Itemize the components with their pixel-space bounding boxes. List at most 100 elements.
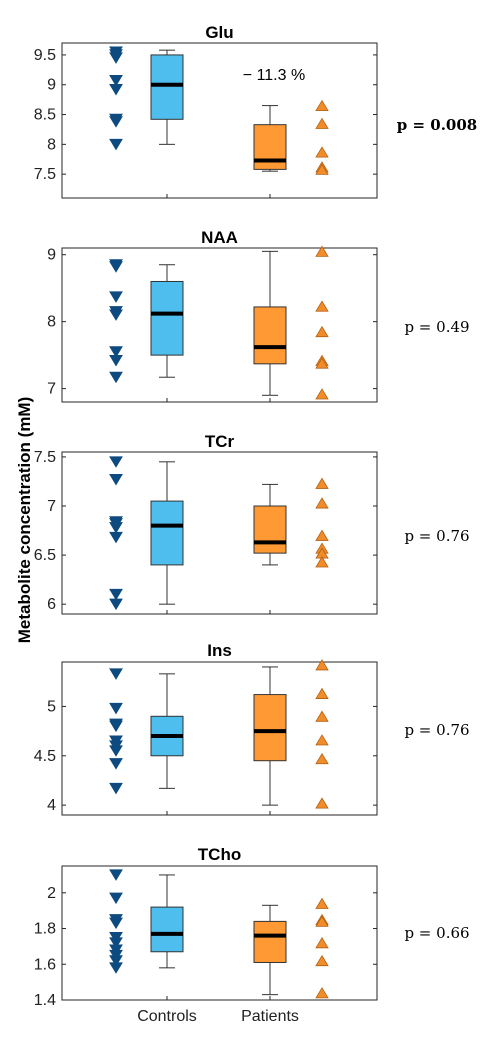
point-glu-patients-4 <box>315 163 329 175</box>
box-naa-controls <box>150 280 184 356</box>
point-glu-controls-4 <box>109 84 123 96</box>
panels: Glu 7.5 8 8.5 9 9.5 − 11.3 % p = 0.008 NAA 7 8 9 p =… <box>34 23 477 1009</box>
panel-tcr: TCr 6 6.5 7 7.5 p = 0.76 <box>34 432 470 615</box>
point-naa-controls-6 <box>109 354 123 367</box>
point-ins-patients-1 <box>315 687 329 699</box>
point-naa-patients-0 <box>315 245 329 257</box>
point-ins-controls-3 <box>109 720 123 733</box>
box-ins-patients <box>253 694 287 762</box>
panel-frame-tcho <box>61 865 378 1001</box>
panel-frame-tcr <box>61 451 378 615</box>
point-tcr-controls-4 <box>109 522 123 534</box>
ytick-label-glu-0: 7.5 <box>34 166 56 183</box>
point-ins-controls-1 <box>109 702 123 715</box>
point-tcho-controls-8 <box>109 955 123 967</box>
ytick-label-ins-1: 4.5 <box>34 748 56 765</box>
point-glu-controls-7 <box>109 138 123 151</box>
point-ins-controls-0 <box>109 668 123 680</box>
y-axis-label: Metabolite concentration (mM) <box>15 397 34 644</box>
ytick-label-ins-0: 4 <box>47 797 56 814</box>
point-tcr-patients-5 <box>315 556 329 568</box>
x-category-patients: Patients <box>241 1008 299 1025</box>
ytick-label-glu-3: 9 <box>47 77 56 94</box>
p-value-ins: p = 0.76 <box>404 721 469 739</box>
point-naa-patients-2 <box>315 325 329 338</box>
point-ins-patients-5 <box>315 797 329 809</box>
ytick-label-tcho-3: 2 <box>47 885 56 902</box>
point-ins-patients-4 <box>315 752 329 765</box>
box-glu-patients <box>253 124 287 170</box>
x-category-controls: Controls <box>137 1008 197 1025</box>
ytick-label-glu-2: 8.5 <box>34 107 56 124</box>
ytick-label-tcr-1: 6.5 <box>34 547 56 564</box>
ytick-label-glu-1: 8 <box>47 136 56 153</box>
point-tcr-controls-5 <box>109 531 123 544</box>
point-naa-patients-1 <box>315 300 329 312</box>
box-tcr-controls <box>150 500 184 566</box>
point-tcho-patients-5 <box>315 987 329 999</box>
ytick-label-naa-2: 9 <box>47 247 56 264</box>
p-value-tcr: p = 0.76 <box>404 527 469 545</box>
p-value-naa: p = 0.49 <box>404 318 469 336</box>
point-tcho-controls-9 <box>109 962 123 974</box>
point-ins-controls-7 <box>109 758 123 770</box>
point-naa-patients-4 <box>315 357 329 369</box>
point-ins-patients-0 <box>315 659 329 671</box>
point-tcr-controls-6 <box>109 588 123 601</box>
box-naa-patients <box>253 306 287 365</box>
panel-naa: NAA 7 8 9 p = 0.49 <box>47 228 470 403</box>
point-tcho-patients-2 <box>315 915 329 927</box>
point-tcr-patients-1 <box>315 497 329 509</box>
point-glu-patients-1 <box>315 117 329 129</box>
ytick-label-tcho-1: 1.6 <box>34 956 56 973</box>
point-tcr-controls-1 <box>109 473 123 486</box>
panel-glu: Glu 7.5 8 8.5 9 9.5 − 11.3 % p = 0.008 <box>34 23 477 199</box>
point-glu-controls-2 <box>109 52 123 64</box>
ytick-label-glu-4: 9.5 <box>34 47 56 64</box>
panel-tcho: TCho 1.4 1.6 1.8 2 p = 0.66 <box>34 845 470 1009</box>
panel-frame-ins <box>61 661 378 816</box>
point-tcho-controls-0 <box>109 869 123 881</box>
panel-ins: Ins 4 4.5 5 p = 0.76 <box>34 641 470 816</box>
panel-title-glu: Glu <box>205 23 233 42</box>
point-naa-controls-4 <box>109 309 123 321</box>
point-tcho-patients-0 <box>315 897 329 909</box>
panel-title-tcho: TCho <box>198 845 241 864</box>
panel-title-tcr: TCr <box>205 432 235 451</box>
point-ins-patients-3 <box>315 734 329 746</box>
p-value-glu: p = 0.008 <box>397 116 477 134</box>
ytick-label-naa-0: 7 <box>47 381 56 398</box>
point-glu-controls-6 <box>109 116 123 128</box>
ytick-label-tcho-0: 1.4 <box>34 992 56 1009</box>
ytick-label-tcho-2: 1.8 <box>34 921 56 938</box>
panel-frame-glu <box>61 42 378 199</box>
point-ins-patients-2 <box>315 710 329 722</box>
box-tcho-controls <box>150 906 184 953</box>
point-tcho-patients-4 <box>315 954 329 967</box>
point-glu-patients-0 <box>315 99 329 111</box>
point-tcho-patients-3 <box>315 937 329 949</box>
point-ins-controls-6 <box>109 745 123 757</box>
x-axis-categories: Controls Patients <box>137 1008 299 1025</box>
box-tcho-patients <box>253 920 287 963</box>
point-tcho-controls-1 <box>109 892 123 905</box>
point-naa-controls-1 <box>109 261 123 273</box>
p-value-tcho: p = 0.66 <box>404 924 469 942</box>
point-naa-controls-2 <box>109 291 123 303</box>
point-glu-patients-2 <box>315 146 329 158</box>
point-tcr-controls-7 <box>109 598 123 611</box>
ytick-label-tcr-3: 7.5 <box>34 449 56 466</box>
box-glu-controls <box>150 54 184 120</box>
ytick-label-tcr-2: 7 <box>47 498 56 515</box>
point-tcr-patients-2 <box>315 529 329 541</box>
panel-title-naa: NAA <box>201 228 238 247</box>
point-naa-controls-7 <box>109 371 123 384</box>
point-tcr-patients-0 <box>315 477 329 489</box>
point-glu-controls-3 <box>109 75 123 87</box>
point-tcho-controls-3 <box>109 917 123 930</box>
panel-title-ins: Ins <box>207 641 232 660</box>
ytick-label-naa-1: 8 <box>47 314 56 331</box>
box-tcr-patients <box>253 505 287 554</box>
ytick-label-ins-2: 5 <box>47 698 56 715</box>
